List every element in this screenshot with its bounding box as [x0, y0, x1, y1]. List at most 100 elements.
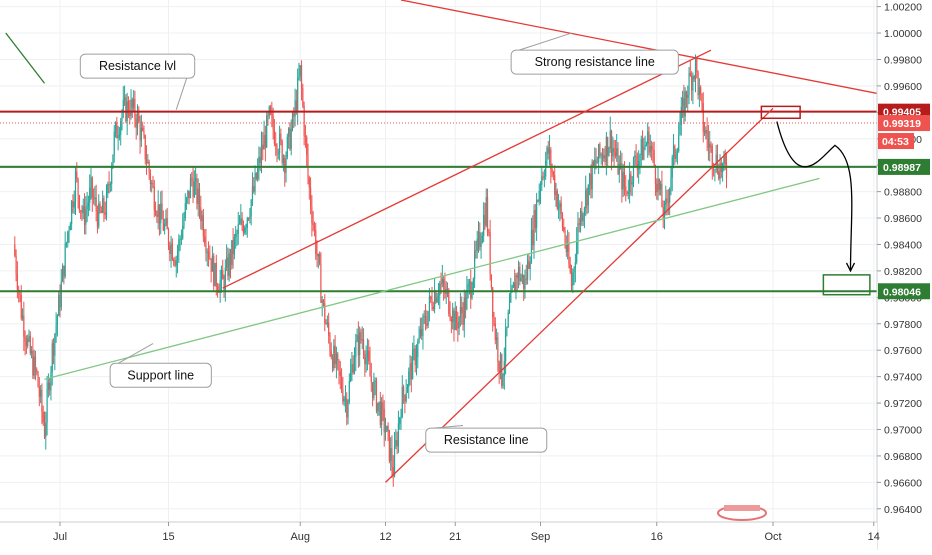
candle-body	[105, 192, 108, 215]
candle-body	[309, 187, 312, 207]
candle-body	[266, 115, 268, 148]
candle-body	[674, 145, 676, 159]
candle-body	[519, 267, 521, 281]
candle-body	[490, 274, 493, 288]
price-tick-label: 0.97400	[884, 372, 922, 384]
time-axis[interactable]: Jul 15 Aug 12 21 Sep 16 Oct 14	[0, 521, 880, 550]
candle-body	[78, 195, 80, 211]
candle-body	[667, 201, 669, 203]
candle-body	[546, 147, 548, 161]
price-level-badge	[878, 283, 930, 300]
candle-body	[316, 254, 318, 257]
candle-body	[86, 206, 88, 210]
candle-body	[679, 124, 681, 136]
candle-body	[484, 214, 486, 226]
candle-body	[41, 389, 43, 412]
candle-body	[560, 203, 562, 214]
candle-body	[36, 369, 38, 373]
price-tick-label: 0.96600	[884, 477, 922, 489]
candle-body	[284, 158, 286, 174]
candle-body	[454, 311, 456, 331]
candle-body	[656, 183, 658, 193]
candle-body	[249, 216, 251, 219]
time-tick-label: Sep	[531, 531, 551, 543]
candle-body	[162, 219, 164, 231]
price-tick-label: 1.00200	[884, 2, 922, 14]
candle-body	[635, 155, 637, 164]
callout-box	[79, 53, 196, 79]
candle-body	[439, 283, 441, 296]
candle-body	[631, 182, 633, 185]
candle-body	[700, 87, 702, 95]
candle-body	[652, 149, 654, 151]
candle-body	[543, 176, 545, 178]
candle-body	[294, 100, 296, 117]
candle-body	[387, 425, 389, 431]
candle-body	[461, 306, 463, 314]
candle-body	[206, 251, 208, 253]
candle-body	[379, 401, 381, 426]
candle-body	[288, 128, 290, 137]
candle-body	[415, 357, 418, 365]
candle-body	[472, 279, 474, 292]
candle-body	[255, 173, 257, 179]
candle-body	[550, 149, 552, 170]
candle-body	[228, 253, 230, 276]
candle-body	[360, 331, 362, 341]
candle-body	[313, 225, 316, 230]
forecast-path	[776, 121, 853, 271]
candle-body	[118, 134, 121, 137]
candle-body	[697, 71, 699, 96]
candle-body	[311, 206, 313, 224]
time-tick-label: 16	[651, 531, 663, 543]
candle-body	[165, 218, 167, 225]
candle-body	[33, 356, 35, 376]
candle-body	[507, 312, 509, 327]
candle-body	[715, 154, 717, 170]
candle-body	[373, 381, 375, 398]
candle-body	[245, 227, 247, 229]
candle-body	[455, 311, 458, 323]
candle-body	[295, 100, 297, 111]
candle-body	[176, 252, 179, 261]
candle-body	[147, 161, 149, 164]
candle-body	[596, 162, 598, 164]
candle-body	[505, 329, 507, 362]
candle-body	[406, 386, 409, 393]
candle-body	[654, 165, 657, 184]
candle-body	[42, 411, 44, 423]
candle-body	[369, 361, 371, 377]
candle-body	[384, 431, 387, 433]
candle-body	[559, 203, 561, 208]
candle-body	[173, 259, 175, 262]
forecast-arrowhead	[845, 262, 856, 273]
candle-body	[69, 224, 71, 231]
candle-body	[207, 251, 210, 258]
candle-body	[43, 422, 46, 438]
candle-body	[223, 279, 225, 291]
candle-body	[470, 281, 472, 299]
candle-body	[149, 172, 152, 184]
price-tick-label: 0.98400	[884, 239, 922, 251]
candle-body	[395, 440, 397, 446]
candle-body	[232, 240, 234, 255]
candle-body	[382, 402, 384, 409]
candle-body	[422, 316, 424, 336]
candle-body	[486, 197, 489, 232]
price-axis[interactable]: 1.002001.000000.998000.996000.994000.992…	[876, 0, 932, 550]
candle-body	[95, 197, 97, 211]
candle-body	[25, 341, 28, 347]
candle-body	[15, 255, 17, 274]
candle-body	[188, 190, 190, 198]
price-tick-label: 1.00000	[884, 28, 922, 40]
candle-body	[87, 202, 90, 207]
candle-body	[333, 345, 335, 369]
candle-body	[251, 186, 254, 201]
candle-body	[114, 122, 117, 132]
candle-body	[174, 261, 176, 266]
candle-body	[644, 145, 646, 147]
candle-body	[329, 335, 331, 352]
candle-body	[404, 395, 406, 402]
